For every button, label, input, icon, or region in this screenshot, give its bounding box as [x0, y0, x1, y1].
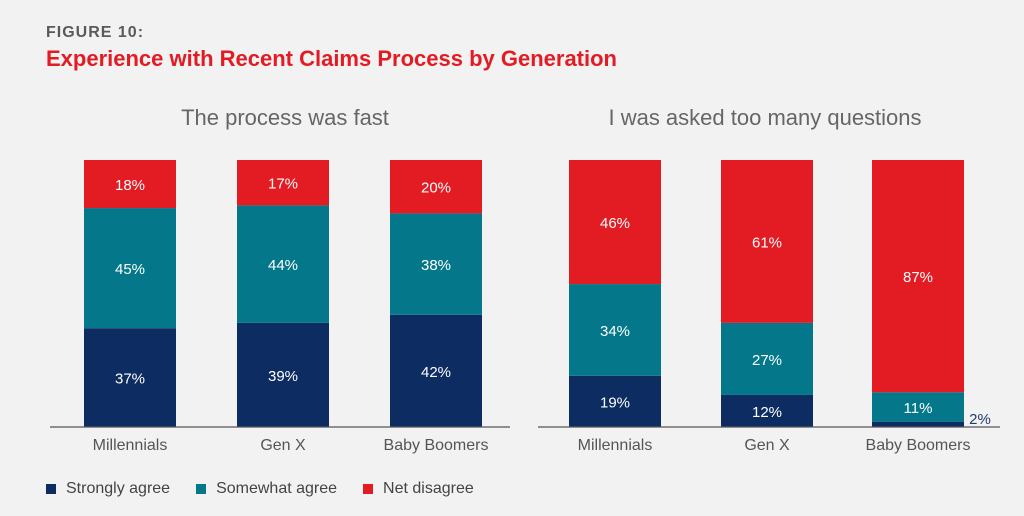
data-label-net-disagree: 17% [268, 176, 298, 193]
data-label-somewhat-agree: 44% [268, 257, 298, 274]
legend-item-net-disagree: Net disagree [363, 480, 474, 498]
bar-segment-strongly-agree [721, 394, 813, 427]
bar-segment-somewhat-agree [390, 213, 482, 315]
legend-label-somewhat-agree: Somewhat agree [216, 480, 338, 497]
data-label-strongly-agree: 37% [115, 371, 145, 388]
legend-item-strongly-agree: Strongly agree [46, 480, 170, 498]
bar-segment-net-disagree [721, 160, 813, 323]
figure-label: FIGURE 10: [46, 24, 145, 41]
category-label: Baby Boomers [866, 437, 971, 454]
data-label-net-disagree: 87% [903, 269, 933, 286]
legend-swatch-somewhat-agree [196, 484, 207, 494]
data-label-somewhat-agree: 38% [421, 257, 451, 274]
panel-title: I was asked too many questions [608, 105, 921, 130]
bar-segment-net-disagree [84, 160, 176, 209]
figure-title: Experience with Recent Claims Process by… [46, 46, 617, 71]
legend: Strongly agree Somewhat agree Net disagr… [46, 480, 474, 498]
chart-panel-1: The process was fast 37% 45% 18% Millennials… [50, 105, 510, 454]
data-label-strongly-agree: 19% [600, 394, 630, 411]
data-label-net-disagree: 20% [421, 180, 451, 197]
legend-label-strongly-agree: Strongly agree [66, 480, 171, 497]
data-label-strongly-agree: 42% [421, 364, 451, 381]
category-label: Gen X [744, 437, 790, 454]
bar-segment-somewhat-agree [569, 284, 661, 376]
bar-segment-strongly-agree [872, 421, 964, 427]
category-label: Gen X [260, 437, 306, 454]
legend-swatch-strongly-agree [46, 484, 56, 494]
data-label-strongly-agree: 12% [752, 404, 782, 421]
legend-label-net-disagree: Net disagree [383, 480, 474, 497]
panel-title: The process was fast [181, 105, 389, 130]
data-label-somewhat-agree: 27% [752, 352, 782, 369]
legend-item-somewhat-agree: Somewhat agree [196, 480, 337, 498]
bar-segment-somewhat-agree [84, 208, 176, 329]
bar-segment-net-disagree [569, 160, 661, 285]
chart-panel-2: I was asked too many questions 19% 34% 46% M… [538, 105, 1000, 454]
data-label-net-disagree: 61% [752, 234, 782, 251]
data-label-strongly-agree: 39% [268, 368, 298, 385]
bar-segment-strongly-agree [84, 328, 176, 427]
category-label: Millennials [93, 437, 168, 454]
data-label-net-disagree: 46% [600, 215, 630, 232]
bar-segment-net-disagree [237, 160, 329, 206]
legend-swatch-net-disagree [363, 484, 374, 494]
category-label: Millennials [578, 437, 653, 454]
bar-segment-somewhat-agree [237, 205, 329, 323]
bar-segment-net-disagree [872, 160, 964, 393]
bar-segment-net-disagree [390, 160, 482, 214]
category-label: Baby Boomers [384, 437, 489, 454]
data-label-strongly-agree: 2% [969, 411, 991, 428]
data-label-net-disagree: 18% [115, 177, 145, 194]
bar-segment-strongly-agree [390, 314, 482, 427]
data-label-somewhat-agree: 11% [904, 400, 933, 417]
bar-segment-strongly-agree [569, 375, 661, 427]
bar-segment-somewhat-agree [872, 392, 964, 422]
data-label-somewhat-agree: 34% [600, 323, 630, 340]
bar-segment-strongly-agree [237, 322, 329, 427]
bar-segment-somewhat-agree [721, 322, 813, 395]
data-label-somewhat-agree: 45% [115, 261, 145, 278]
